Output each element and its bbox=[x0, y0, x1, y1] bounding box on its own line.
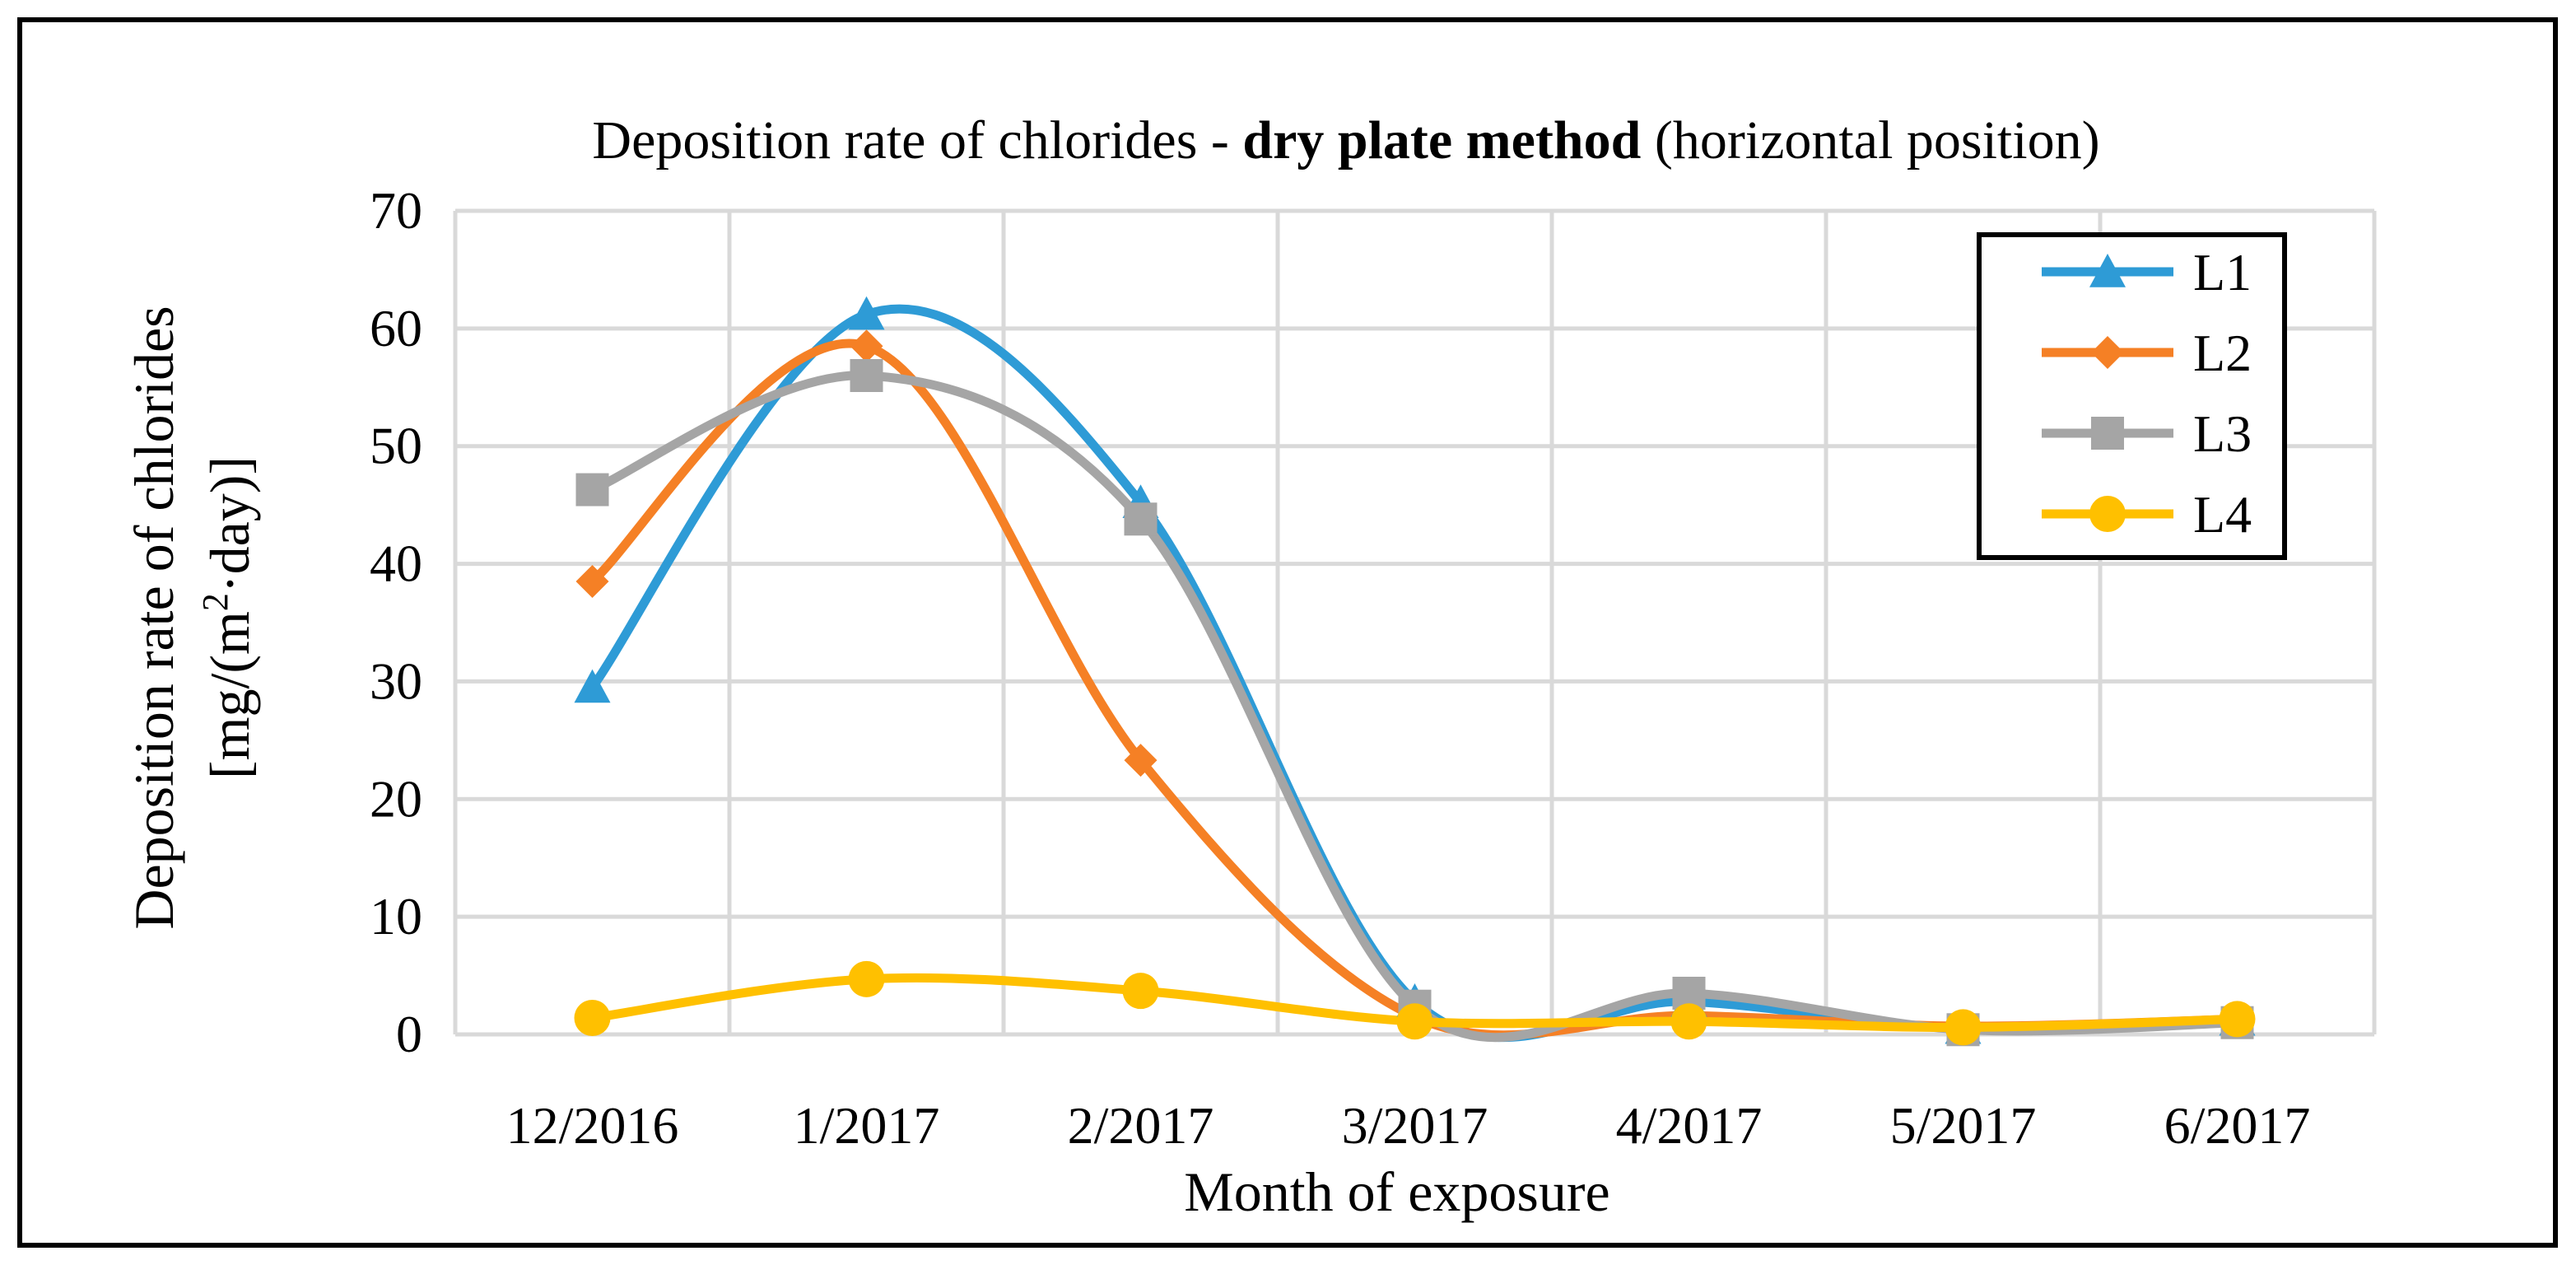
marker-l1 bbox=[574, 669, 611, 703]
y-tick-label: 40 bbox=[370, 534, 422, 593]
y-tick-label: 70 bbox=[370, 181, 422, 240]
x-axis-title: Month of exposure bbox=[1184, 1160, 1609, 1223]
marker-l2 bbox=[575, 565, 609, 598]
y-tick-label: 60 bbox=[370, 299, 422, 357]
marker-l4 bbox=[1945, 1009, 1982, 1046]
chart-title: Deposition rate of chlorides - dry plate… bbox=[592, 110, 2099, 170]
y-tick-label: 20 bbox=[370, 769, 422, 828]
y-tick-label: 0 bbox=[396, 1005, 422, 1063]
marker-l4 bbox=[1396, 1003, 1433, 1040]
x-tick-label: 12/2016 bbox=[506, 1096, 679, 1155]
y-tick-label: 30 bbox=[370, 651, 422, 710]
legend-marker-l3 bbox=[2091, 417, 2124, 450]
y-axis-ticks: 0 10 20 30 40 50 60 70 bbox=[370, 181, 422, 1063]
marker-l4 bbox=[574, 1000, 611, 1036]
series-markers bbox=[574, 296, 2256, 1047]
marker-l4 bbox=[1122, 973, 1159, 1010]
marker-l4 bbox=[1670, 1003, 1707, 1040]
marker-l3 bbox=[575, 473, 609, 506]
legend-marker-l4 bbox=[2089, 496, 2126, 532]
y-tick-label: 10 bbox=[370, 887, 422, 945]
legend-label-l3: L3 bbox=[2193, 404, 2252, 463]
x-axis-ticks: 12/2016 1/2017 2/2017 3/2017 4/2017 5/2017 6/2… bbox=[506, 1096, 2311, 1155]
legend-label-l4: L4 bbox=[2193, 485, 2252, 544]
legend-label-l1: L1 bbox=[2193, 243, 2252, 301]
x-tick-label: 6/2017 bbox=[2164, 1096, 2311, 1155]
legend-box bbox=[1977, 232, 2287, 560]
legend-marker-l2 bbox=[2091, 336, 2124, 369]
y-tick-label: 50 bbox=[370, 417, 422, 475]
y-axis-title-line1: Deposition rate of chlorides bbox=[123, 306, 185, 929]
marker-l3 bbox=[1124, 502, 1158, 536]
x-tick-label: 2/2017 bbox=[1068, 1096, 1214, 1155]
y-axis-title-line2: [mg/(m2·day)] bbox=[195, 456, 261, 779]
marker-l4 bbox=[2219, 1001, 2256, 1038]
x-tick-label: 5/2017 bbox=[1890, 1096, 2037, 1155]
marker-l4 bbox=[848, 960, 885, 997]
marker-l1 bbox=[848, 296, 885, 330]
legend-marker-l1 bbox=[2089, 254, 2126, 287]
y-axis-title: Deposition rate of chlorides [mg/(m2·day… bbox=[123, 306, 261, 929]
x-tick-label: 3/2017 bbox=[1342, 1096, 1488, 1155]
x-tick-label: 4/2017 bbox=[1616, 1096, 1763, 1155]
legend-label-l2: L2 bbox=[2193, 324, 2252, 382]
x-tick-label: 1/2017 bbox=[794, 1096, 940, 1155]
marker-l3 bbox=[850, 359, 883, 392]
marker-l2 bbox=[850, 329, 883, 363]
chart-frame bbox=[17, 17, 2558, 1248]
marker-l2 bbox=[1124, 744, 1158, 777]
legend: L1 L2 L3 L4 bbox=[1977, 232, 2287, 560]
